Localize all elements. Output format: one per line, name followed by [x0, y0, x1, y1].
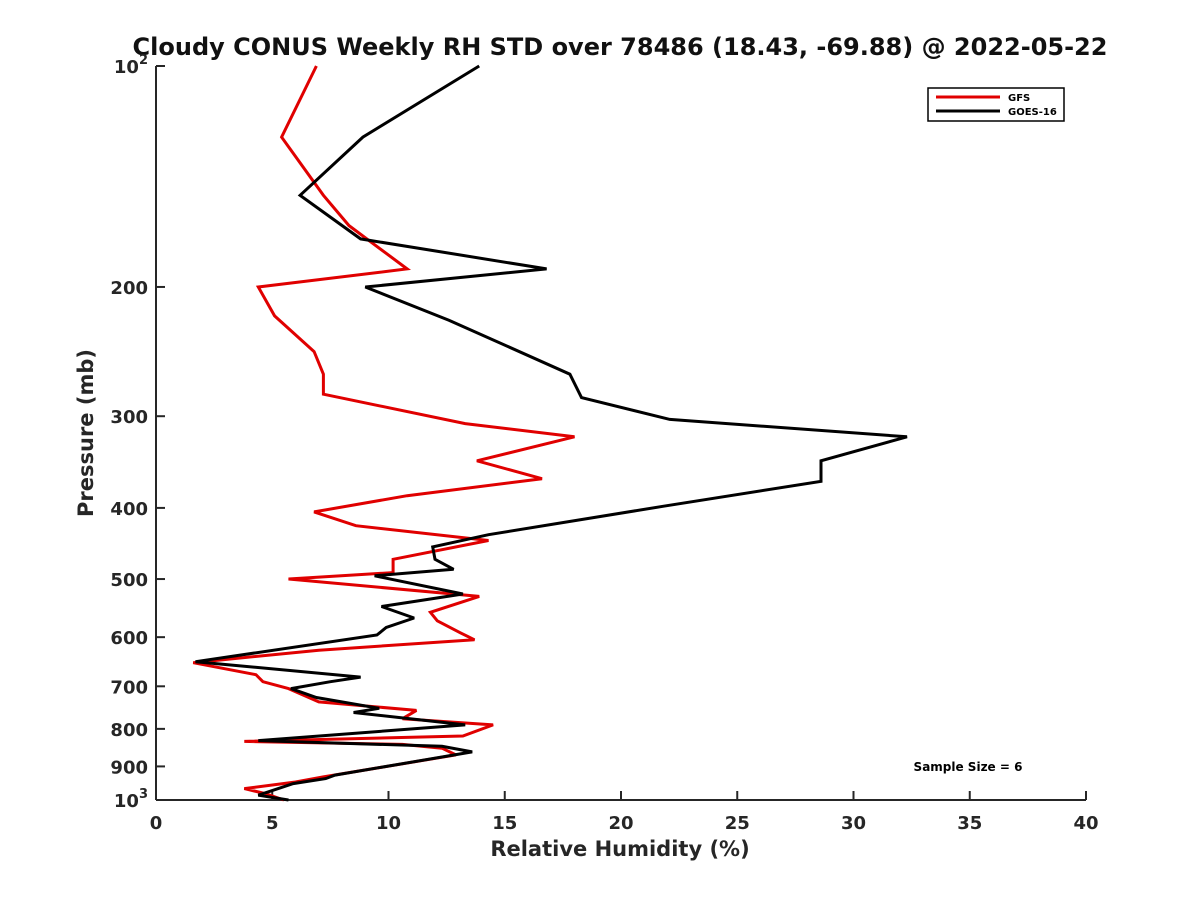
- x-tick-label: 25: [725, 813, 750, 834]
- y-tick-label: 600: [110, 628, 148, 649]
- plot-area: 0 5 10 15 20 25 30 35 40 102 200 300 400 500 600 700 800…: [110, 53, 1098, 834]
- y-tick-label: 800: [110, 720, 148, 741]
- y-tick-label: 200: [110, 278, 148, 299]
- y-tick-label: 103: [114, 787, 148, 812]
- x-tick-label: 0: [150, 813, 163, 834]
- y-tick-label: 102: [114, 53, 148, 78]
- sample-size-annotation: Sample Size = 6: [914, 760, 1023, 774]
- y-axis-label: Pressure (mb): [74, 349, 98, 517]
- legend-label: GFS: [1008, 93, 1030, 104]
- legend-label: GOES-16: [1008, 107, 1057, 118]
- chart-title: Cloudy CONUS Weekly RH STD over 78486 (1…: [133, 33, 1108, 61]
- x-tick-label: 35: [957, 813, 982, 834]
- x-tick-label: 5: [266, 813, 279, 834]
- x-tick-label: 10: [376, 813, 401, 834]
- x-tick-label: 20: [608, 813, 633, 834]
- series-line-goes-16: [195, 64, 908, 802]
- x-tick-label: 15: [492, 813, 517, 834]
- x-tick-label: 40: [1073, 813, 1098, 834]
- y-tick-label: 500: [110, 570, 148, 591]
- y-tick-label: 300: [110, 407, 148, 428]
- legend-box: [927, 87, 1065, 122]
- x-axis-label: Relative Humidity (%): [490, 837, 749, 861]
- legend: GFS GOES-16: [927, 87, 1065, 122]
- y-tick-label: 900: [110, 757, 148, 778]
- x-tick-label: 30: [841, 813, 866, 834]
- y-tick-label: 400: [110, 499, 148, 520]
- y-tick-label: 700: [110, 677, 148, 698]
